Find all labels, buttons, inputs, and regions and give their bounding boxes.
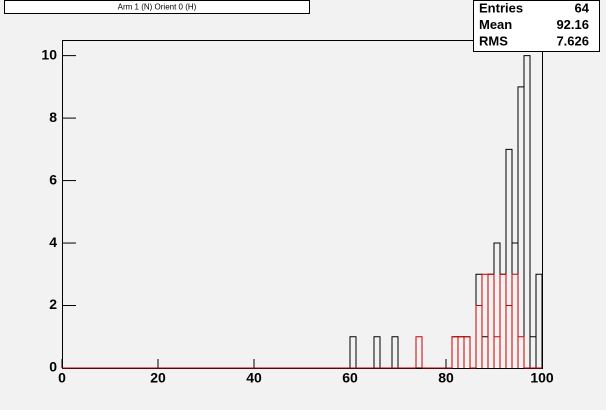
x-tick-label: 80 <box>438 370 454 386</box>
histogram-bin <box>463 336 471 368</box>
histogram-bin <box>517 336 525 368</box>
x-tick-label: 0 <box>58 370 66 386</box>
stats-box: Entries 64 Mean 92.16 RMS 7.626 <box>473 0 600 52</box>
x-tick-label: 20 <box>150 370 166 386</box>
histogram-bin <box>523 55 531 368</box>
histogram-bin <box>511 273 519 368</box>
histogram-bin <box>415 336 423 368</box>
x-tick-label: 100 <box>530 370 554 386</box>
histogram-bin <box>373 336 381 368</box>
stat-label: Mean <box>479 17 512 32</box>
x-tick-label: 40 <box>246 370 262 386</box>
stat-label: Entries <box>479 0 523 15</box>
y-tick-label: 4 <box>49 234 57 250</box>
stat-value: 64 <box>575 0 590 15</box>
y-tick-label: 0 <box>49 359 57 375</box>
stat-value: 92.16 <box>556 17 589 32</box>
histogram-bin <box>535 273 543 368</box>
stat-value: 7.626 <box>556 33 589 48</box>
y-tick-label: 6 <box>49 171 57 187</box>
y-tick-label: 8 <box>49 109 57 125</box>
stat-label: RMS <box>479 33 508 48</box>
chart-title: Arm 1 (N) Orient 0 (H) <box>118 3 197 12</box>
histogram-bin <box>487 273 495 368</box>
y-tick-label: 2 <box>49 296 57 312</box>
stats-frame <box>473 0 600 52</box>
y-tick-label: 10 <box>41 46 57 62</box>
histogram-bin <box>349 336 357 368</box>
histogram-bin <box>391 336 399 368</box>
title-box <box>4 0 310 14</box>
x-tick-label: 60 <box>342 370 358 386</box>
